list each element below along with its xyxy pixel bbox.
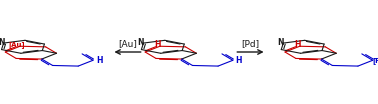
Text: N: N [0,38,5,47]
Text: [Pd]: [Pd] [373,57,378,64]
Text: H: H [154,40,161,49]
Text: N: N [138,38,144,47]
Text: [Au]: [Au] [8,41,25,48]
Text: H: H [235,56,242,65]
Text: H: H [294,40,301,49]
Text: [Pd]: [Pd] [242,39,260,48]
Text: N: N [277,38,284,47]
Text: [Au]: [Au] [118,39,137,48]
Text: H: H [96,56,102,65]
